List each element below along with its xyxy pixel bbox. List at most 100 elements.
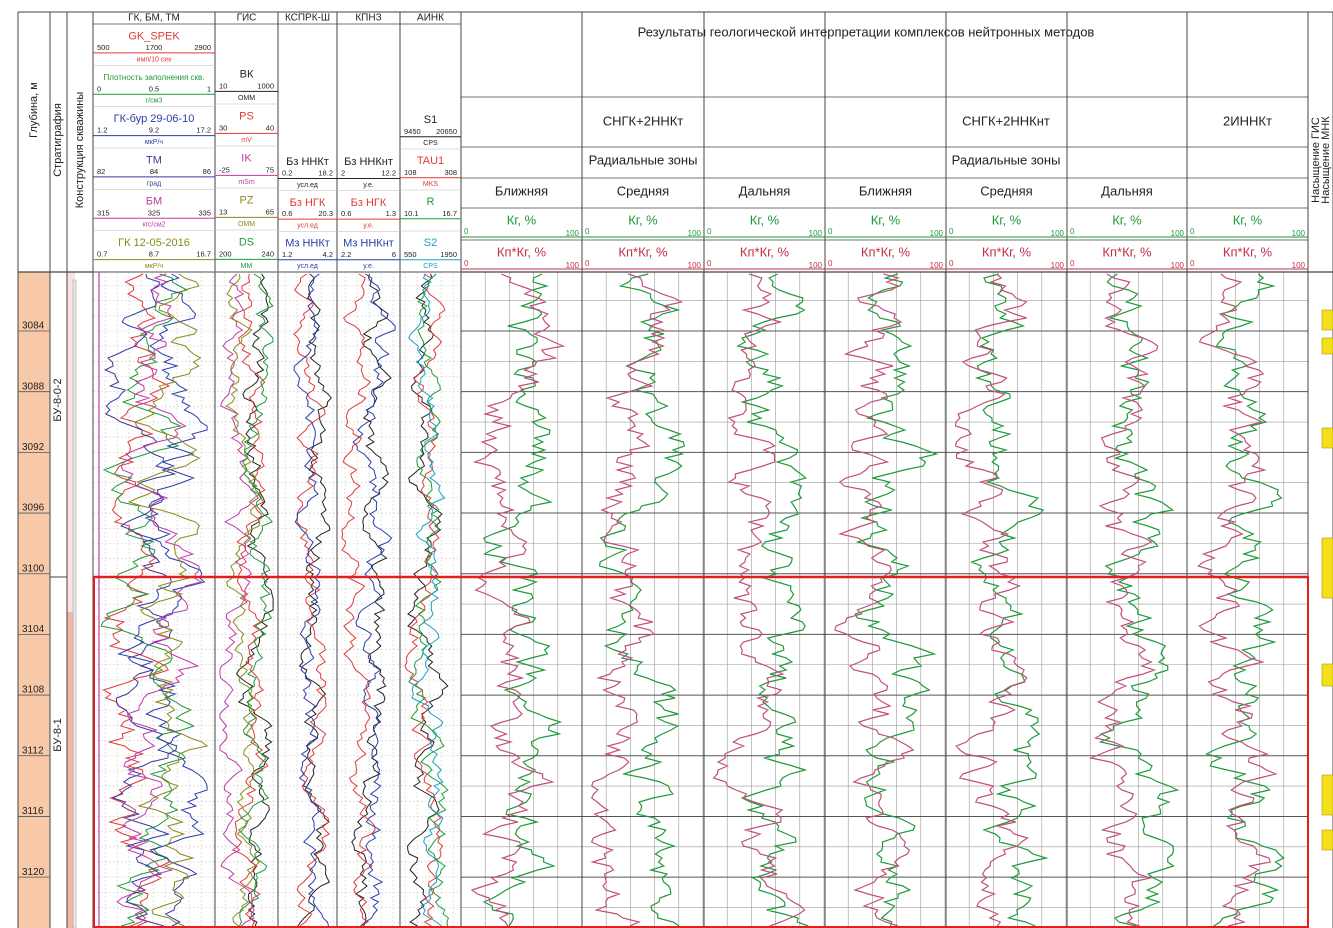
log-curve [293, 273, 329, 927]
zone-name: Дальняя [739, 183, 791, 198]
scale-label: 100 [688, 261, 702, 270]
zone-name: Средняя [980, 183, 1032, 198]
curve-name: Кг, % [1233, 212, 1263, 227]
scale-label: 240 [261, 249, 274, 258]
casing [72, 279, 77, 928]
curve-name: БМ [146, 196, 162, 208]
track-title: ГК, БМ, ТМ [128, 13, 180, 24]
curve-name: Кг, % [507, 212, 537, 227]
strat-unit: БУ-8-0-2 [52, 378, 64, 421]
curve-name: Бз НГК [351, 197, 387, 209]
scale-label: 0 [707, 227, 712, 236]
scale-label: 13 [219, 207, 227, 216]
saturation-block [1321, 774, 1333, 816]
curve-name: Кг, % [992, 212, 1022, 227]
log-curve [235, 273, 274, 927]
group-subtitle: Радиальные зоны [589, 152, 698, 167]
curve-name: S2 [424, 237, 437, 249]
curve-name: TAU1 [417, 155, 444, 167]
curve-name: Кп*Кг, % [1102, 244, 1152, 259]
scale-label: 0 [828, 259, 833, 268]
scale-label: 308 [444, 168, 457, 177]
scale-label: 100 [1292, 229, 1306, 238]
scale-label: 108 [404, 168, 417, 177]
scale-label: 0 [828, 227, 833, 236]
scale-label: 200 [219, 249, 232, 258]
scale-label: 75 [266, 165, 274, 174]
saturation-block [1321, 309, 1333, 331]
scale-label: 65 [266, 207, 274, 216]
scale-label: 1.3 [386, 209, 396, 218]
scale-label: 9.2 [149, 126, 159, 135]
scale-label: 0 [1190, 227, 1195, 236]
scale-label: 1.2 [97, 126, 107, 135]
curve-name: ГК-бур 29-06-10 [114, 113, 195, 125]
log-curve [104, 273, 178, 927]
scale-label: 100 [1051, 229, 1065, 238]
log-curve [102, 273, 171, 927]
depth-label: 3108 [22, 685, 45, 696]
scale-label: 10 [219, 81, 227, 90]
scale-label: 16.7 [196, 250, 211, 259]
depth-fill [18, 272, 50, 928]
saturation-block [1321, 829, 1333, 851]
scale-label: 325 [148, 208, 161, 217]
scale-label: 0 [707, 259, 712, 268]
track-title: ГИС [237, 13, 257, 24]
scale-label: 315 [97, 208, 110, 217]
curve-name: ТМ [146, 154, 162, 166]
zone-name: Средняя [617, 183, 669, 198]
scale-label: 20650 [436, 127, 457, 136]
strat-unit: БУ-8-1 [52, 718, 64, 752]
log-curve [590, 273, 684, 927]
log-curve [407, 273, 449, 927]
scale-label: 1.2 [282, 250, 292, 259]
curve-name: ГК 12-05-2016 [118, 237, 190, 249]
depth-label: 3100 [22, 563, 45, 574]
depth-label: 3084 [22, 321, 45, 332]
scale-label: 6 [392, 250, 396, 259]
unit-label: мкР/ч [145, 263, 163, 270]
log-curve [1098, 273, 1180, 927]
curve-name: Кг, % [628, 212, 658, 227]
curve-name: Кп*Кг, % [740, 244, 790, 259]
scale-label: 0.7 [97, 250, 107, 259]
unit-label: MM [241, 263, 253, 270]
log-curve [408, 273, 446, 927]
scale-label: 1700 [146, 43, 163, 52]
scale-label: 9450 [404, 127, 421, 136]
curve-name: DS [239, 237, 254, 249]
saturation-block [1321, 663, 1333, 687]
curve-name: Кп*Кг, % [861, 244, 911, 259]
scale-label: 0.6 [341, 209, 351, 218]
scale-label: 100 [1292, 261, 1306, 270]
scale-label: 0.2 [282, 169, 292, 178]
unit-label: г/см3 [146, 98, 163, 105]
zone-name: Ближняя [859, 183, 912, 198]
scale-label: 100 [930, 229, 944, 238]
curve-name: ВК [240, 69, 254, 81]
log-curve [854, 273, 939, 927]
interval-box [93, 576, 1309, 928]
zone-name: Ближняя [495, 183, 548, 198]
unit-label: усл.ед [297, 222, 318, 229]
scale-label: 100 [688, 229, 702, 238]
curve-name: S1 [424, 114, 437, 126]
scale-label: -25 [219, 165, 230, 174]
scale-label: 16.7 [442, 209, 457, 218]
curve-name: Бз ННКнт [344, 156, 393, 168]
track-title: КПНЗ [355, 13, 381, 24]
scale-label: 0.6 [282, 209, 292, 218]
scale-label: 100 [809, 261, 823, 270]
scale-label: 1 [207, 84, 211, 93]
scale-label: 18.2 [318, 169, 333, 178]
unit-label: у.е. [363, 222, 374, 229]
unit-label: CPS [423, 140, 438, 147]
log-curve [116, 273, 203, 927]
curve-name: Кп*Кг, % [618, 244, 668, 259]
log-curve [352, 273, 396, 927]
scale-label: 0 [1070, 259, 1075, 268]
